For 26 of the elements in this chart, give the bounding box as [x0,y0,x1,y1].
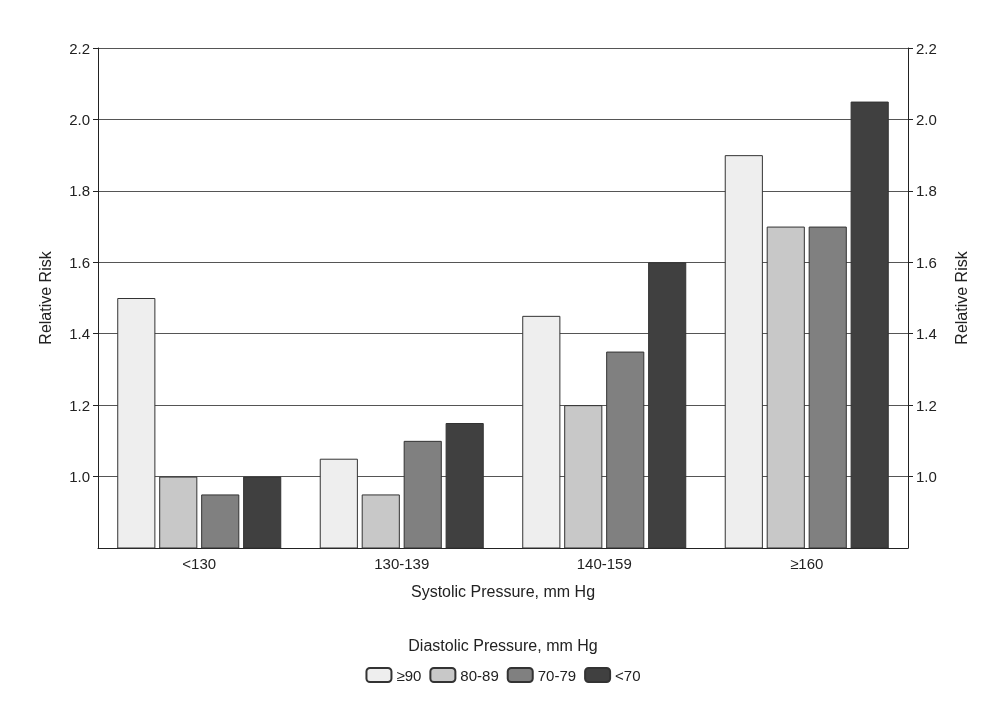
y-tick-label: 1.6 [69,253,90,271]
x-axis-title: Systolic Pressure, mm Hg [410,582,596,600]
y2-tick-label: 2.0 [916,110,937,128]
y2-axis-title: Relative Risk [952,250,970,345]
x-tick-label: 130-139 [374,555,430,572]
y-tick-label: 1.0 [69,468,90,486]
y2-tick-label: 2.2 [916,39,937,57]
y2-tick-label: 1.6 [916,253,937,271]
x-tick-label: ≥160 [790,555,824,572]
legend-label: 80-89 [460,666,499,684]
y-tick-label: 2.2 [69,39,90,57]
y2-tick-label: 1.8 [916,182,937,200]
legend-label: 70-79 [537,666,577,684]
legend-label: ≥90 [396,666,422,684]
y2-tick-label: 1.2 [916,396,937,414]
legend-title: Diastolic Pressure, mm Hg [408,636,598,654]
legend-label: <70 [615,666,641,684]
y-tick-label: 1.4 [69,325,90,343]
y2-tick-label: 1.4 [916,325,937,343]
y-tick-label: 1.2 [69,396,90,414]
y-tick-label: 1.8 [69,182,90,200]
y-tick-label: 2.0 [69,110,90,128]
y2-tick-label: 1.0 [916,468,937,486]
y-axis-title: Relative Risk [36,250,54,345]
x-tick-label: <130 [182,555,217,572]
x-tick-label: 140-159 [576,555,632,572]
